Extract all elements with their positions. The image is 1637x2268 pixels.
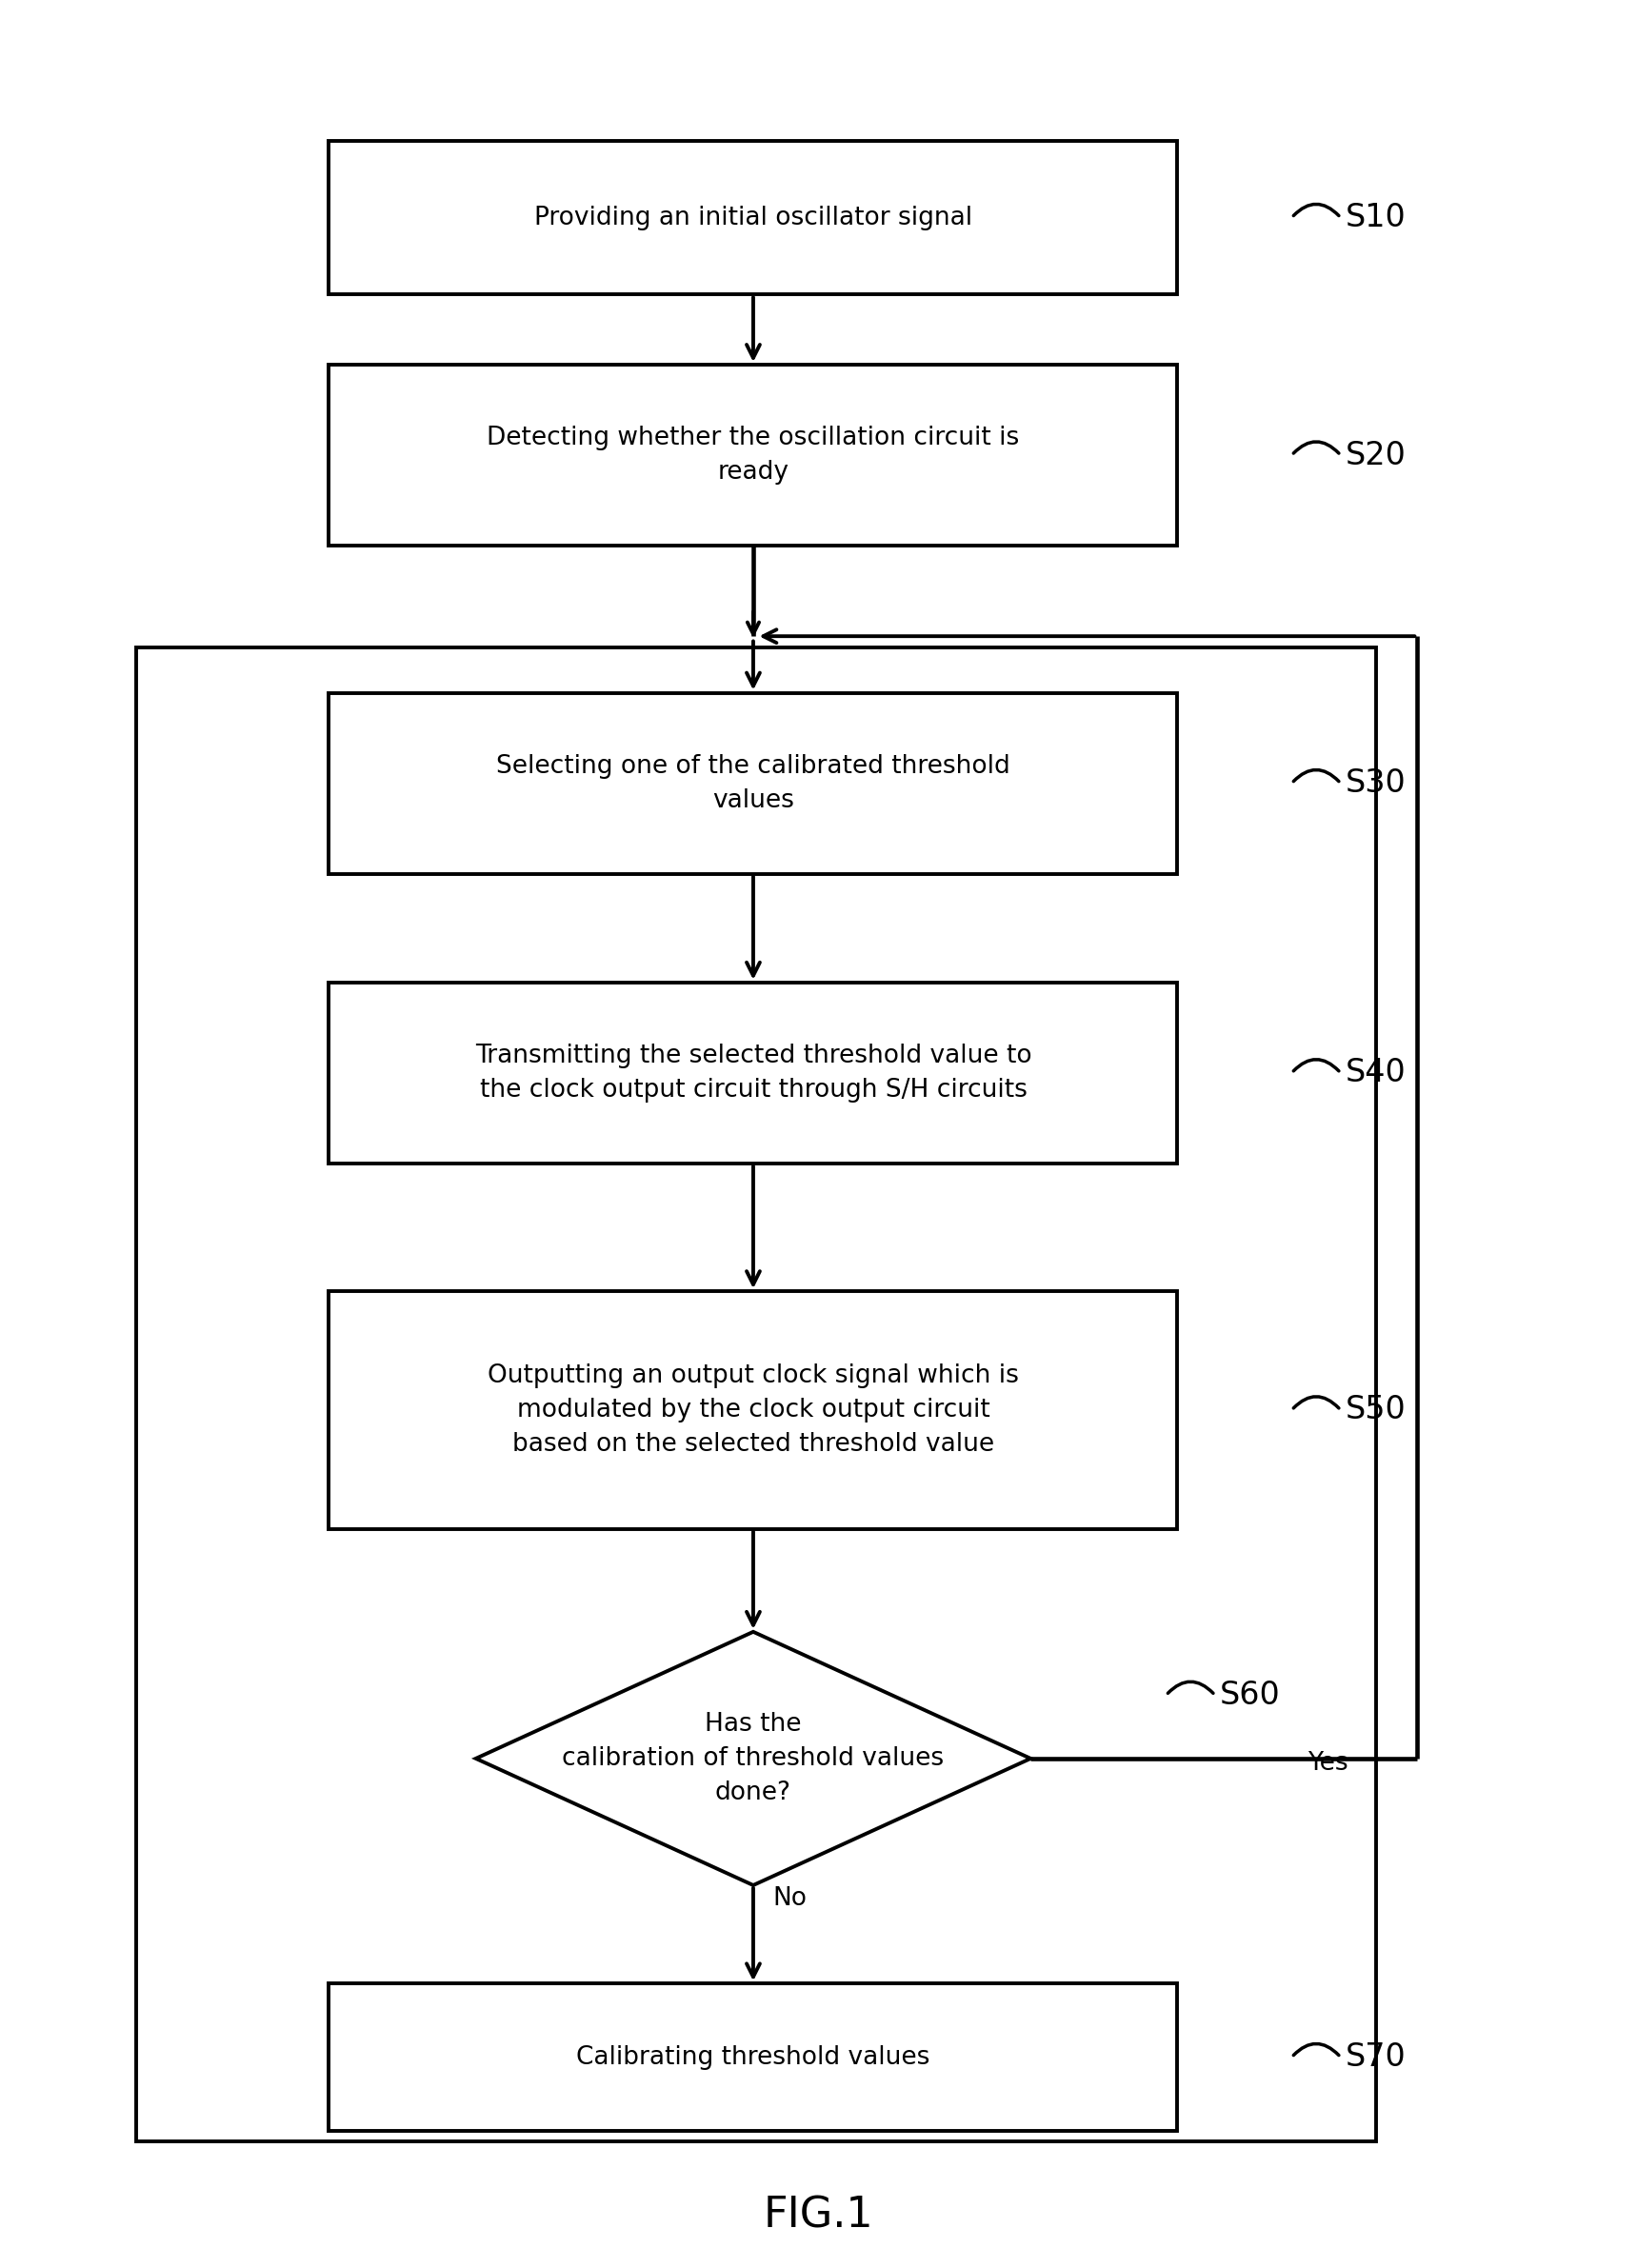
Polygon shape xyxy=(476,1631,1031,1885)
Text: S60: S60 xyxy=(1220,1678,1280,1710)
Text: Selecting one of the calibrated threshold
values: Selecting one of the calibrated threshol… xyxy=(496,753,1010,812)
Text: Outputting an output clock signal which is
modulated by the clock output circuit: Outputting an output clock signal which … xyxy=(488,1363,1018,1456)
Text: FIG.1: FIG.1 xyxy=(763,2195,874,2236)
Text: Detecting whether the oscillation circuit is
ready: Detecting whether the oscillation circui… xyxy=(486,426,1020,485)
Text: Transmitting the selected threshold value to
the clock output circuit through S/: Transmitting the selected threshold valu… xyxy=(475,1043,1031,1102)
Text: S10: S10 xyxy=(1346,202,1406,234)
Text: Yes: Yes xyxy=(1308,1751,1349,1776)
Text: Providing an initial oscillator signal: Providing an initial oscillator signal xyxy=(534,204,972,229)
FancyBboxPatch shape xyxy=(329,365,1177,547)
FancyBboxPatch shape xyxy=(329,1290,1177,1529)
FancyBboxPatch shape xyxy=(329,141,1177,295)
FancyBboxPatch shape xyxy=(329,1984,1177,2130)
FancyBboxPatch shape xyxy=(329,692,1177,873)
Text: No: No xyxy=(773,1887,807,1912)
Text: Has the
calibration of threshold values
done?: Has the calibration of threshold values … xyxy=(561,1712,945,1805)
Text: S20: S20 xyxy=(1346,440,1406,472)
Text: S70: S70 xyxy=(1346,2041,1406,2073)
Text: S50: S50 xyxy=(1346,1395,1406,1427)
Text: S40: S40 xyxy=(1346,1057,1406,1089)
Text: Calibrating threshold values: Calibrating threshold values xyxy=(576,2046,930,2071)
Text: S30: S30 xyxy=(1346,767,1406,798)
FancyBboxPatch shape xyxy=(329,982,1177,1163)
